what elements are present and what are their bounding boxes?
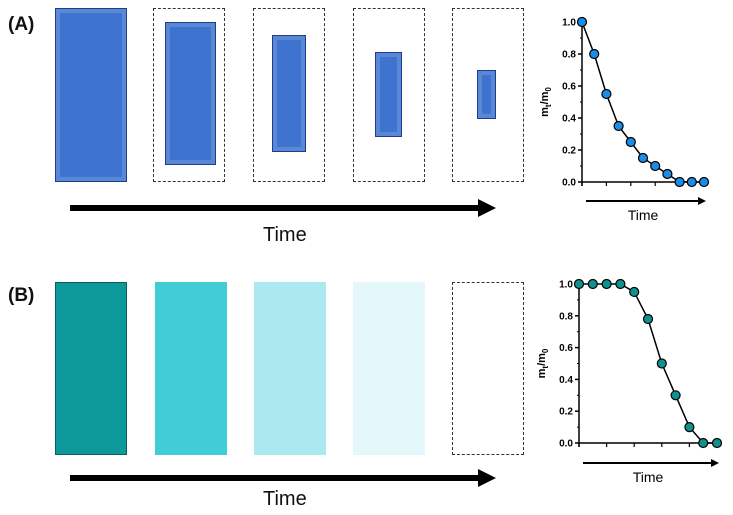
- block-b-0: [55, 282, 127, 455]
- y-tick-label: 1.0: [559, 280, 573, 291]
- data-point: [698, 437, 709, 449]
- time-arrowhead: [711, 459, 719, 467]
- data-point: [662, 168, 673, 180]
- data-point: [711, 437, 723, 449]
- block-a-2: [272, 35, 306, 152]
- block-a-4: [477, 70, 496, 119]
- block-b-2: [254, 282, 326, 455]
- block-a-3: [375, 52, 402, 137]
- data-point: [674, 176, 685, 188]
- block-b-1: [155, 282, 227, 455]
- chart-b: 0.0 0.2 0.4 0.6 0.8 1.0 mt/m0 Time: [536, 278, 723, 485]
- dashed-outline-a-3: [353, 8, 425, 182]
- series-line: [579, 283, 717, 444]
- y-tick-label: 0.6: [559, 343, 573, 354]
- data-point: [587, 278, 598, 290]
- arrowhead-a: [478, 199, 496, 217]
- data-point: [629, 286, 640, 298]
- dashed-outline-a-1: [153, 8, 225, 182]
- data-point: [576, 16, 588, 28]
- time-label: Time: [633, 469, 664, 485]
- time-label-a: Time: [263, 224, 307, 246]
- data-point: [615, 278, 626, 290]
- data-point: [670, 390, 681, 401]
- block-a-0: [55, 8, 127, 182]
- block-a-1: [165, 22, 216, 165]
- y-tick-label: 0.0: [562, 178, 576, 189]
- time-label-b: Time: [263, 488, 307, 510]
- data-point: [684, 422, 695, 433]
- data-point: [625, 136, 636, 148]
- panel-b-label: (B): [8, 285, 35, 306]
- y-tick-label: 0.4: [559, 375, 573, 386]
- y-axis-label: mt/m0: [536, 348, 550, 378]
- data-point: [573, 278, 585, 290]
- y-tick-label: 0.0: [559, 439, 573, 450]
- data-point: [686, 176, 697, 188]
- panel-a-label: (A): [8, 14, 35, 35]
- data-point: [601, 88, 612, 100]
- y-tick-label: 0.4: [562, 114, 576, 125]
- time-label: Time: [628, 207, 659, 223]
- data-point: [601, 278, 612, 290]
- y-tick-label: 0.6: [562, 82, 576, 93]
- y-tick-label: 0.2: [562, 146, 576, 157]
- y-tick-label: 0.8: [559, 311, 573, 322]
- data-point: [589, 48, 600, 60]
- data-point: [637, 152, 649, 164]
- data-point: [656, 358, 667, 369]
- data-point: [642, 313, 654, 325]
- y-tick-label: 0.8: [562, 50, 576, 61]
- data-point: [650, 160, 661, 172]
- y-tick-label: 0.2: [559, 407, 573, 418]
- dashed-outline-a-2: [253, 8, 325, 182]
- y-tick-label: 1.0: [562, 18, 576, 29]
- y-axis-label: mt/m0: [539, 87, 553, 117]
- dashed-outline-b-4: [452, 282, 524, 455]
- block-b-3: [353, 282, 425, 455]
- dashed-outline-a-4: [452, 8, 524, 182]
- arrowhead-b: [478, 469, 496, 487]
- data-point: [698, 176, 710, 188]
- data-point: [613, 120, 624, 132]
- chart-a: 0.0 0.2 0.4 0.6 0.8 1.0 mt/m0 Time: [539, 16, 710, 223]
- time-arrowhead: [698, 197, 706, 205]
